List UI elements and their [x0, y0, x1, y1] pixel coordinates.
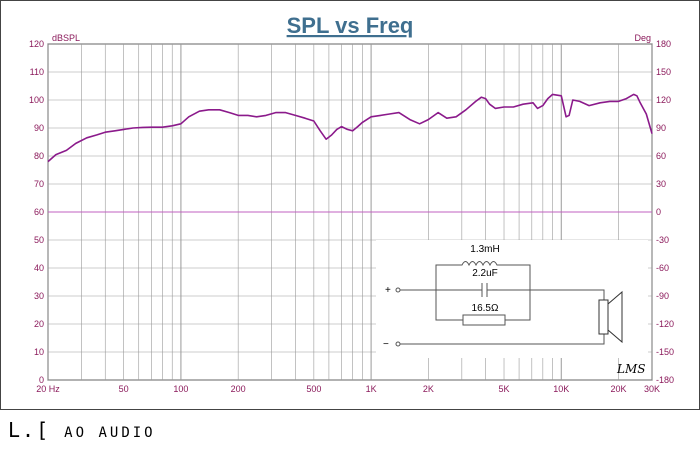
plus-terminal-label: + — [385, 285, 391, 296]
brand-logo-mark: L.[ — [8, 418, 51, 442]
y-left-tick-label: 90 — [34, 123, 44, 133]
y-left-tick-label: 110 — [30, 67, 44, 77]
y-right-tick-label: 60 — [656, 151, 666, 161]
lms-watermark: LMS — [616, 362, 645, 376]
x-tick-label: 10K — [553, 384, 569, 394]
resistor-symbol — [462, 314, 506, 326]
x-tick-label: 50 — [119, 384, 129, 394]
y-left-tick-label: 80 — [34, 151, 44, 161]
y-left-tick-label: 50 — [34, 235, 44, 245]
brand-logo-text: AO AUDIO — [64, 425, 156, 441]
minus-terminal — [395, 341, 401, 347]
x-tick-label: 2K — [423, 384, 434, 394]
x-tick-label: 500 — [306, 384, 321, 394]
brand-logo: L.[ AO AUDIO — [8, 418, 156, 442]
speaker-cone-icon — [607, 290, 623, 344]
spl-chart: SPL vs Freq dBSPL Deg 20 Hz 50 100 200 500 1K… — [0, 0, 700, 410]
return-wire — [400, 334, 605, 345]
y-right-tick-label: 120 — [656, 95, 671, 105]
x-tick-label: 20 Hz — [36, 384, 60, 394]
resistor-label: 16.5Ω — [472, 303, 499, 314]
y-right-axis-label: Deg — [634, 33, 651, 43]
spl-series-line — [47, 93, 653, 163]
y-left-tick-label: 0 — [39, 375, 44, 385]
series-group — [47, 93, 653, 213]
crossover-schematic: 1.3mH 2.2uF 16.5Ω + − — [376, 240, 648, 358]
x-tick-label: 200 — [231, 384, 246, 394]
inductor-symbol — [435, 261, 531, 290]
x-tick-label: 100 — [173, 384, 188, 394]
y-right-tick-label: -90 — [656, 291, 669, 301]
axis-ticks: 20 Hz 50 100 200 500 1K 2K 5K 10K 20K 30K010203040… — [29, 39, 674, 394]
x-tick-label: 20K — [611, 384, 627, 394]
inductor-label: 1.3mH — [470, 244, 499, 255]
plus-terminal — [395, 287, 401, 293]
x-tick-label: 5K — [499, 384, 510, 394]
resistor-wires — [435, 290, 531, 321]
y-left-tick-label: 20 — [34, 319, 44, 329]
y-left-tick-label: 120 — [29, 39, 44, 49]
y-right-tick-label: 180 — [656, 39, 671, 49]
schematic-background — [376, 240, 648, 358]
speaker-magnet — [598, 299, 609, 335]
y-right-tick-label: 0 — [656, 207, 661, 217]
y-right-tick-label: 150 — [656, 67, 671, 77]
y-right-tick-label: -30 — [656, 235, 669, 245]
y-right-tick-label: 30 — [656, 179, 666, 189]
y-right-tick-label: -120 — [656, 319, 674, 329]
y-right-tick-label: -150 — [656, 347, 674, 357]
y-right-tick-label: 90 — [656, 123, 666, 133]
signal-wire — [400, 289, 605, 300]
y-right-tick-label: -60 — [656, 263, 669, 273]
y-left-axis-label: dBSPL — [52, 33, 80, 43]
x-tick-label: 1K — [366, 384, 377, 394]
y-left-tick-label: 10 — [34, 347, 44, 357]
chart-title: SPL vs Freq — [287, 13, 414, 38]
x-tick-label: 30K — [644, 384, 660, 394]
capacitor-label: 2.2uF — [472, 268, 498, 279]
y-left-tick-label: 60 — [34, 207, 44, 217]
y-left-tick-label: 30 — [34, 291, 44, 301]
y-left-tick-label: 100 — [29, 95, 44, 105]
capacitor-symbol — [436, 283, 530, 297]
y-left-tick-label: 70 — [34, 179, 44, 189]
y-left-tick-label: 40 — [34, 263, 44, 273]
y-right-tick-label: -180 — [656, 375, 674, 385]
minus-terminal-label: − — [383, 339, 389, 350]
